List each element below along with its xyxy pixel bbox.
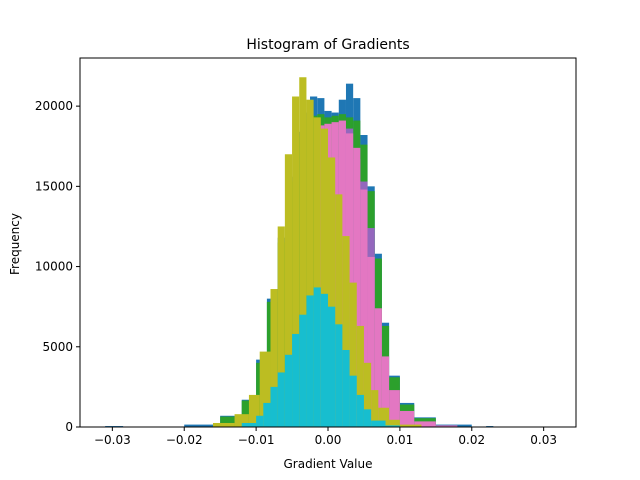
- histogram-bar: [385, 425, 400, 427]
- histogram-bar: [284, 154, 293, 427]
- histogram-bar: [356, 325, 364, 427]
- chart-title: Histogram of Gradients: [246, 37, 409, 53]
- x-tick-label: 0.02: [458, 433, 485, 447]
- histogram-bar: [292, 333, 300, 427]
- x-axis: −0.03 −0.02 −0.01 0.00 0.01 0.02 0.03: [94, 427, 557, 447]
- histogram-bar: [306, 99, 314, 428]
- histogram-bar: [435, 425, 458, 427]
- x-tick-label: 0.01: [387, 433, 414, 447]
- y-tick-label: 0: [65, 420, 73, 434]
- histogram-bar: [277, 226, 285, 427]
- histogram-bar: [248, 394, 260, 427]
- histogram-bar: [389, 419, 400, 427]
- series-5: [241, 287, 400, 427]
- histogram-bar: [342, 236, 350, 427]
- histogram-bar: [399, 424, 422, 427]
- histogram-bar: [313, 117, 321, 428]
- y-axis: 0 5000 10000 15000 20000: [35, 99, 80, 434]
- histogram-bar: [371, 420, 386, 427]
- x-tick-label: −0.01: [238, 433, 275, 447]
- histogram-bar: [320, 128, 328, 427]
- histogram-bar: [414, 421, 436, 427]
- x-tick-label: −0.03: [94, 433, 131, 447]
- histogram-bar: [328, 157, 336, 427]
- histogram-bar: [284, 354, 293, 427]
- histogram-bar: [399, 410, 415, 427]
- histogram-bar: [371, 390, 379, 427]
- histogram-bar: [378, 407, 390, 427]
- x-tick-label: 0.03: [530, 433, 557, 447]
- histogram-bar: [367, 256, 375, 427]
- histogram-bar: [335, 324, 343, 427]
- series-4: [212, 77, 422, 428]
- histogram-bar: [374, 308, 382, 427]
- histogram-bar: [328, 306, 336, 427]
- histogram-bar: [381, 356, 390, 427]
- histogram-bar: [363, 409, 372, 427]
- histogram-bar: [349, 375, 357, 427]
- histogram-bar: [360, 189, 368, 427]
- x-tick-label: −0.02: [166, 433, 203, 447]
- histogram-bar: [299, 314, 307, 427]
- histogram-bar: [270, 386, 278, 427]
- histogram-bar: [277, 372, 285, 427]
- x-tick-label: 0.00: [315, 433, 342, 447]
- histogram-bar: [256, 415, 264, 427]
- y-tick-label: 10000: [35, 260, 73, 274]
- histogram-bar: [270, 289, 278, 427]
- histogram-bar: [313, 287, 321, 427]
- x-axis-label: Gradient Value: [284, 457, 373, 471]
- plot-area: [105, 77, 494, 428]
- histogram-bar: [184, 424, 221, 427]
- histogram-bar: [363, 362, 372, 427]
- histogram-bar: [220, 416, 242, 427]
- histogram-bar: [335, 194, 343, 427]
- y-tick-label: 15000: [35, 179, 73, 193]
- y-tick-label: 5000: [42, 340, 73, 354]
- histogram-bar: [259, 351, 271, 427]
- histogram-bar: [356, 394, 364, 427]
- histogram-bar: [342, 349, 350, 427]
- histogram-bar: [299, 77, 307, 427]
- histogram-bar: [263, 402, 271, 427]
- histogram-bar: [212, 422, 235, 427]
- histogram-bar: [306, 295, 314, 427]
- histogram-bar: [349, 282, 357, 427]
- y-axis-label: Frequency: [8, 213, 22, 275]
- histogram-bar: [389, 390, 400, 427]
- histogram-bar: [241, 422, 257, 427]
- histogram-bar: [320, 293, 328, 427]
- y-tick-label: 20000: [35, 99, 73, 113]
- histogram-bar: [292, 96, 300, 427]
